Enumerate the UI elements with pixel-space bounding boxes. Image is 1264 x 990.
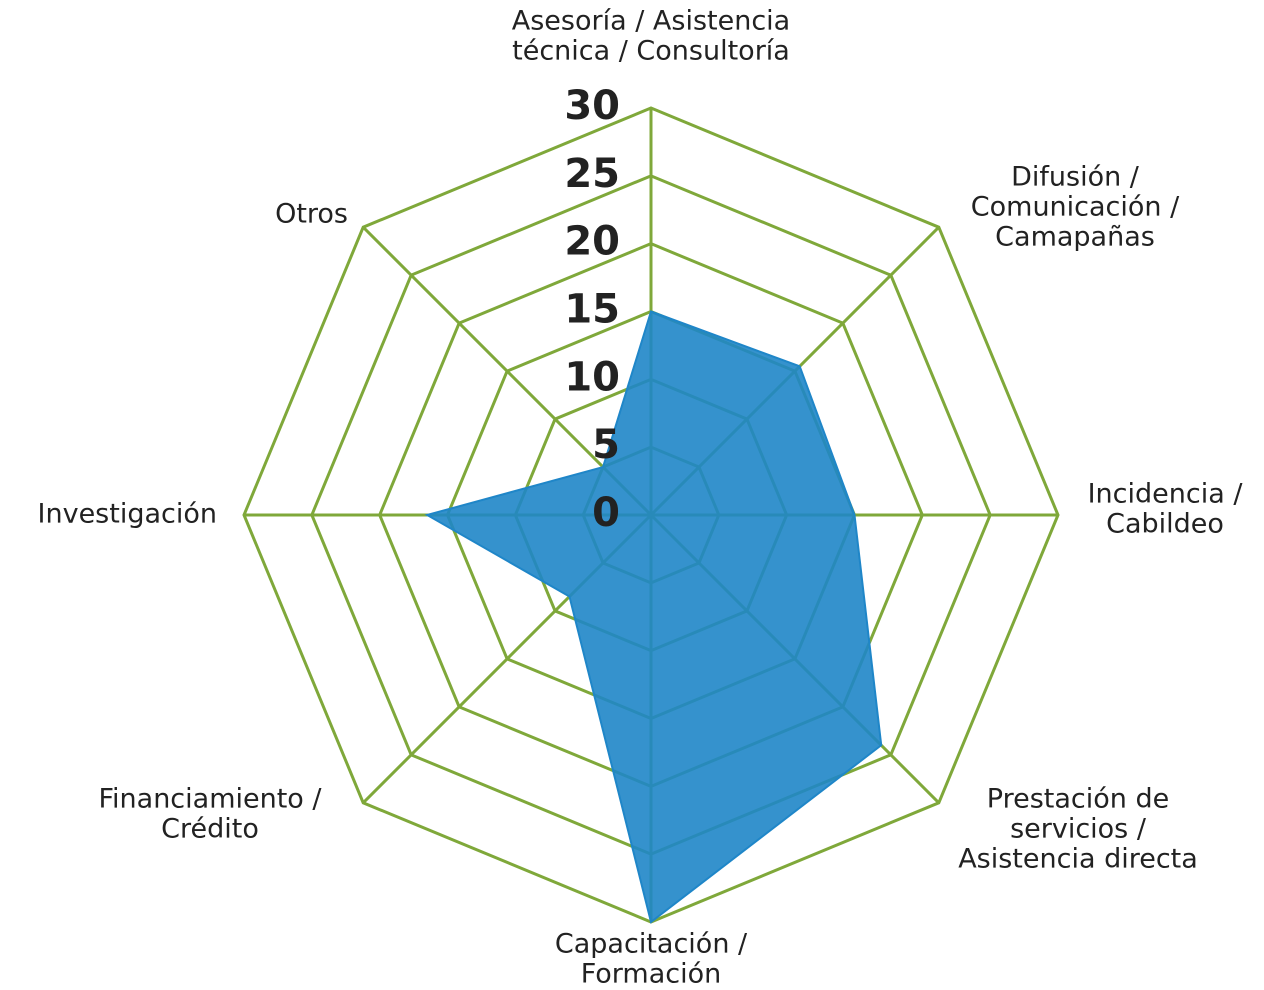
category-label: servicios / [1010, 814, 1147, 845]
tick-label: 5 [592, 422, 620, 468]
data-area [424, 310, 883, 924]
category-label: Comunicación / [971, 192, 1180, 223]
tick-label: 25 [564, 151, 620, 197]
category-label: Asesoría / Asistencia [512, 6, 790, 37]
category-label: Cabildeo [1106, 509, 1224, 540]
category-label: técnica / Consultoría [512, 36, 790, 67]
tick-label: 0 [592, 490, 620, 536]
tick-label: 30 [564, 83, 620, 129]
category-label: Camapañas [995, 222, 1155, 253]
category-label: Crédito [161, 814, 259, 845]
tick-label: 15 [564, 287, 620, 333]
category-label: Difusión / [1011, 162, 1140, 193]
category-label: Asistencia directa [958, 844, 1198, 875]
category-label: Otros [275, 199, 348, 230]
category-label: Formación [581, 959, 722, 990]
category-label: Incidencia / [1088, 479, 1244, 510]
tick-label: 10 [564, 354, 620, 400]
category-label: Investigación [38, 499, 217, 530]
tick-label: 20 [564, 219, 620, 265]
category-label: Capacitación / [555, 929, 748, 960]
category-label: Financiamiento / [98, 784, 322, 815]
category-label: Prestación de [987, 784, 1169, 815]
